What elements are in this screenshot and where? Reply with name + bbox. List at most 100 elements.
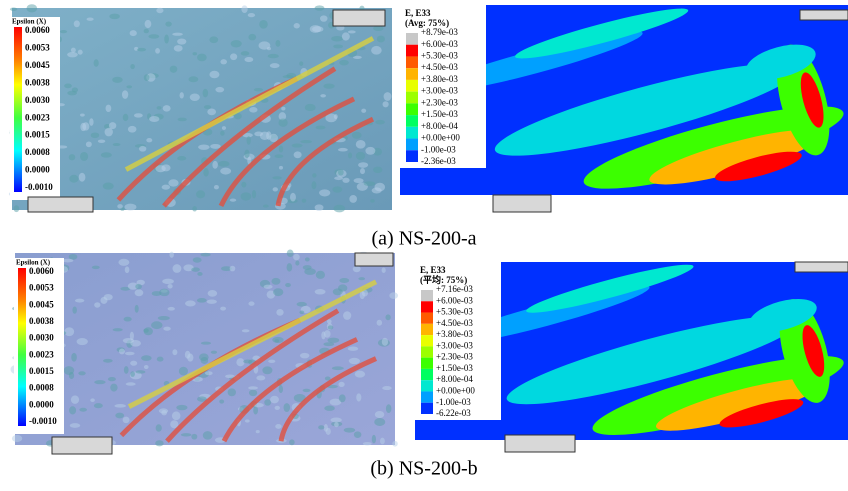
speckle bbox=[374, 418, 386, 426]
speckle bbox=[177, 38, 187, 45]
speckle bbox=[192, 206, 197, 212]
speckle bbox=[158, 408, 169, 414]
speckle bbox=[300, 140, 312, 144]
speckle bbox=[295, 260, 300, 266]
contour-blob bbox=[506, 315, 800, 405]
speckle bbox=[339, 278, 350, 283]
speckle bbox=[69, 423, 81, 428]
fea-scale-label: +1.50e-03 bbox=[436, 363, 473, 373]
contour-blob bbox=[745, 44, 816, 80]
speckle bbox=[392, 440, 398, 447]
fea-swatch bbox=[421, 346, 433, 358]
speckle bbox=[118, 348, 125, 355]
speckle bbox=[229, 198, 237, 202]
fea-scale-label: +3.00e-03 bbox=[436, 340, 473, 350]
speckle bbox=[220, 167, 232, 175]
speckle bbox=[272, 176, 282, 180]
speckle bbox=[353, 431, 362, 438]
speckle bbox=[331, 366, 344, 371]
speckle bbox=[253, 88, 263, 92]
speckle bbox=[371, 187, 382, 194]
speckle bbox=[76, 338, 88, 346]
speckle bbox=[354, 370, 366, 378]
fea-swatch bbox=[421, 357, 433, 369]
fea-swatch bbox=[406, 68, 418, 80]
speckle bbox=[352, 265, 361, 273]
speckle bbox=[267, 53, 279, 59]
speckle bbox=[229, 265, 236, 272]
dic-scale-label: 0.0045 bbox=[29, 299, 54, 309]
speckle bbox=[124, 266, 130, 274]
dic-scale-label: -0.0010 bbox=[29, 416, 57, 426]
speckle bbox=[382, 101, 389, 108]
speckle bbox=[197, 272, 203, 276]
contour-blob bbox=[802, 325, 825, 377]
speckle bbox=[192, 257, 202, 263]
speckle bbox=[286, 249, 294, 258]
speckle bbox=[329, 398, 342, 406]
speckle bbox=[230, 53, 238, 61]
dic-scale-label: 0.0030 bbox=[25, 95, 50, 105]
speckle bbox=[126, 85, 133, 89]
speckle bbox=[293, 393, 306, 403]
speckle bbox=[70, 47, 76, 53]
speckle bbox=[161, 184, 171, 190]
speckle bbox=[286, 263, 293, 272]
dic-scale-label: 0.0053 bbox=[25, 43, 50, 53]
speckle bbox=[110, 383, 118, 392]
speckle bbox=[332, 186, 343, 193]
speckle bbox=[262, 366, 273, 375]
speckle bbox=[379, 437, 385, 445]
speckle bbox=[278, 165, 284, 170]
speckle bbox=[242, 132, 253, 138]
speckle bbox=[129, 30, 137, 37]
fea-swatch bbox=[406, 44, 418, 57]
speckle bbox=[376, 319, 383, 326]
speckle bbox=[109, 13, 120, 20]
speckle bbox=[227, 388, 236, 397]
speckle bbox=[381, 337, 389, 346]
speckle bbox=[62, 258, 74, 263]
speckle bbox=[78, 371, 86, 376]
speckle bbox=[135, 283, 142, 290]
speckle bbox=[125, 382, 136, 386]
speckle bbox=[263, 204, 269, 208]
speckle bbox=[278, 145, 284, 153]
speckle bbox=[70, 395, 80, 404]
speckle bbox=[376, 35, 385, 43]
fea-swatch bbox=[421, 335, 433, 347]
speckle bbox=[151, 321, 163, 330]
speckle bbox=[204, 371, 213, 376]
dic-scale-title: Epsilon (X) bbox=[16, 259, 51, 267]
contour-blob bbox=[583, 106, 844, 189]
speckle bbox=[130, 371, 135, 377]
speckle bbox=[73, 20, 80, 28]
speckle bbox=[122, 416, 130, 424]
speckle bbox=[176, 404, 188, 411]
speckle bbox=[299, 310, 305, 315]
speckle bbox=[200, 252, 211, 257]
fea-scale-label: +5.30e-03 bbox=[436, 307, 473, 317]
speckle bbox=[348, 152, 353, 159]
speckle bbox=[74, 298, 85, 303]
speckle bbox=[338, 381, 345, 387]
contour-blob bbox=[719, 399, 804, 428]
speckle bbox=[184, 350, 191, 359]
dic-scale-label: 0.0008 bbox=[29, 383, 54, 393]
dic-scale-label: 0.0015 bbox=[25, 130, 50, 140]
speckle bbox=[191, 267, 200, 272]
fea-scale-label: +6.00e-03 bbox=[436, 295, 473, 305]
speckle bbox=[356, 393, 362, 402]
speckle bbox=[124, 351, 135, 356]
fea-swatch bbox=[421, 380, 433, 392]
speckle bbox=[355, 140, 366, 149]
speckle bbox=[72, 306, 77, 314]
caption: (a) NS-200-a bbox=[372, 228, 477, 250]
speckle bbox=[123, 316, 132, 322]
speckle bbox=[247, 12, 256, 18]
speckle bbox=[221, 266, 232, 272]
speckle bbox=[373, 147, 382, 156]
speckle bbox=[314, 289, 326, 295]
speckle bbox=[266, 290, 276, 299]
fea-swatch bbox=[406, 91, 418, 104]
